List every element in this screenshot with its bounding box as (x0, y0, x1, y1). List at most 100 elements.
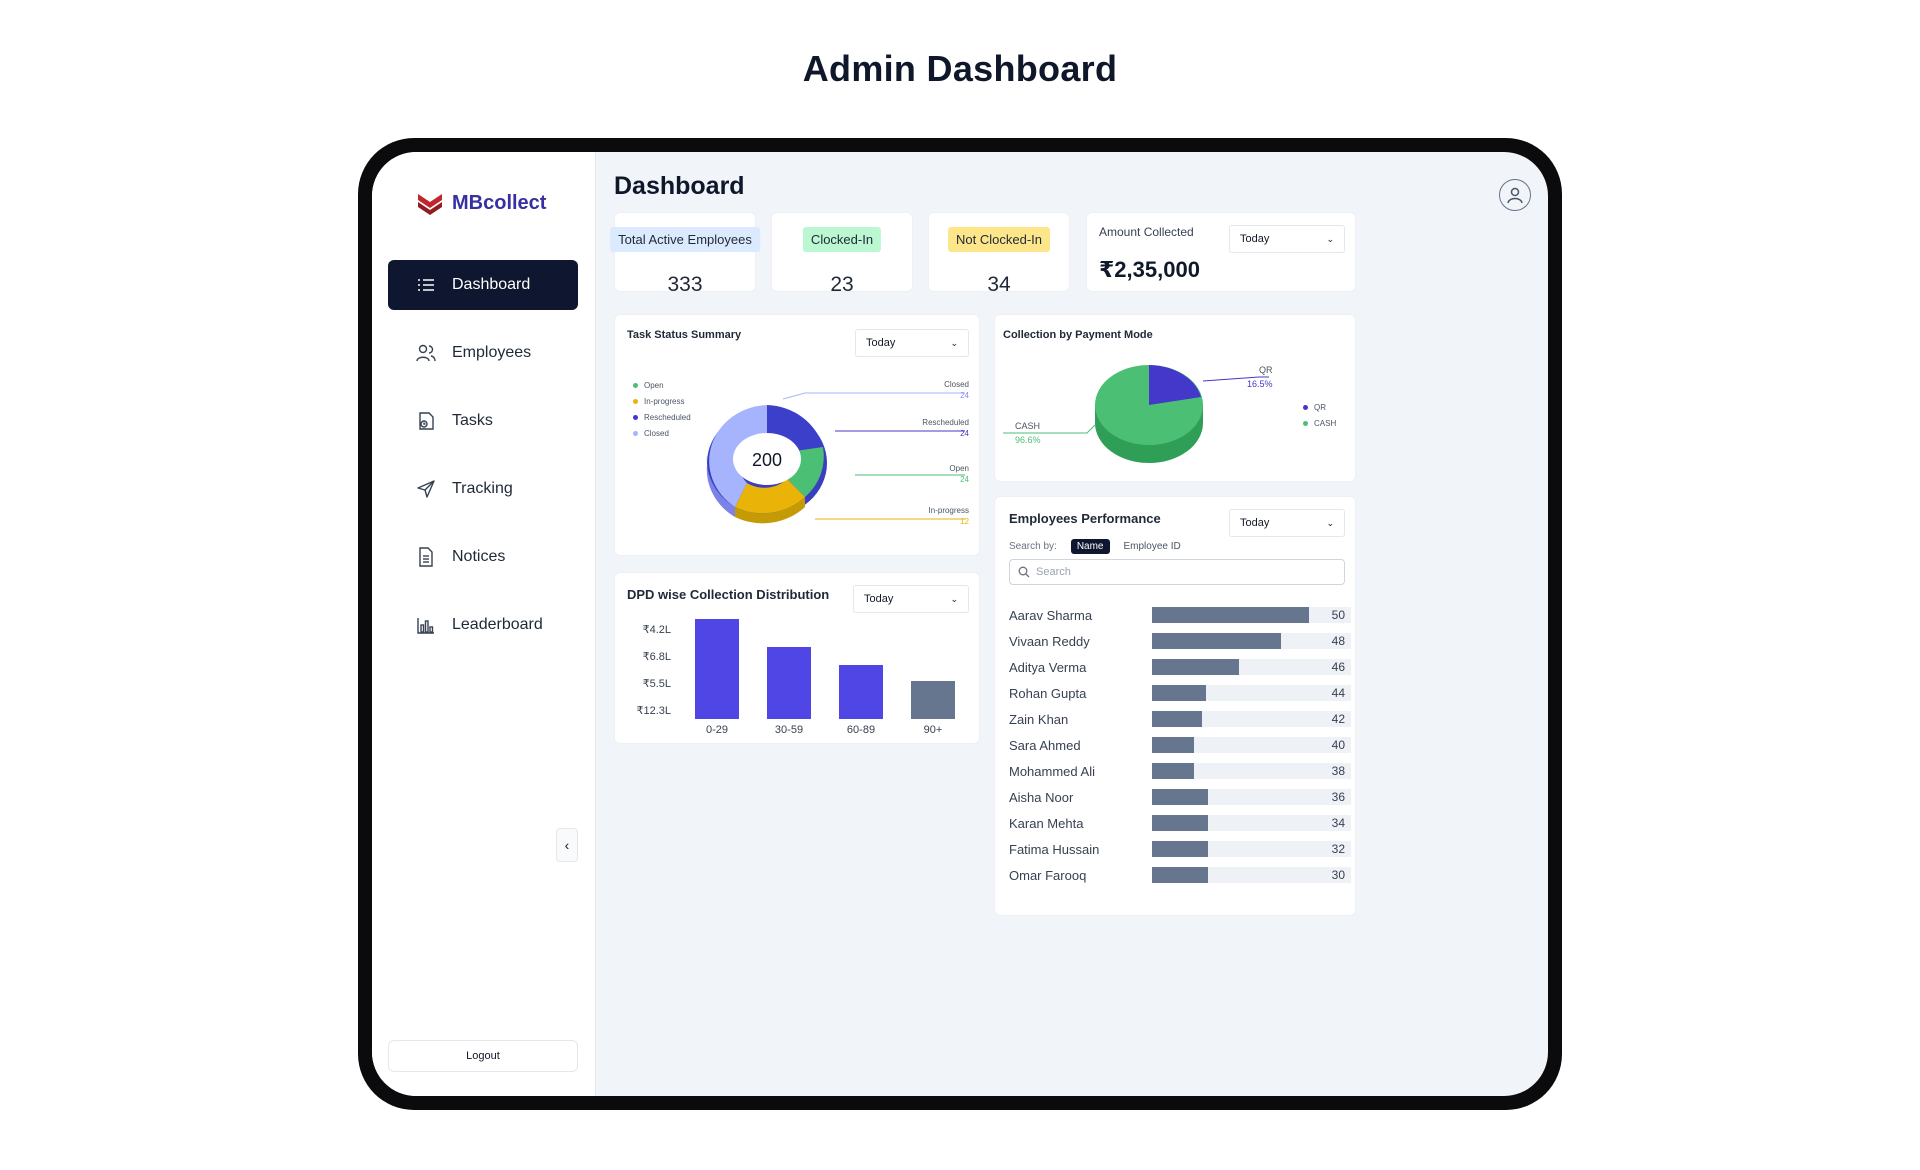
performance-bar (1151, 867, 1208, 883)
performance-bar-track: 46 (1151, 659, 1351, 675)
logout-button[interactable]: Logout (388, 1040, 578, 1072)
legend-item: Closed (633, 425, 691, 441)
bar-0-29 (695, 619, 739, 719)
employee-name: Aarav Sharma (1009, 607, 1093, 623)
card-title: DPD wise Collection Distribution (627, 587, 830, 602)
search-icon (1018, 566, 1030, 578)
performance-score: 36 (1331, 790, 1345, 804)
legend-item: Open (633, 377, 691, 393)
performance-score: 34 (1331, 816, 1345, 830)
performance-row: Rohan Gupta 44 (1009, 683, 1351, 703)
tasks-icon (416, 411, 436, 431)
performance-row: Vivaan Reddy 48 (1009, 631, 1351, 651)
performance-row: Aisha Noor 36 (1009, 787, 1351, 807)
performance-bar-track: 50 (1151, 607, 1351, 623)
performance-row: Aarav Sharma 50 (1009, 605, 1351, 625)
performance-bar (1151, 711, 1202, 727)
sidebar: MBcollect Dashboard Employees Tasks (372, 152, 596, 1096)
collapse-sidebar-button[interactable]: ‹ (556, 828, 578, 862)
dpd-period-select[interactable]: Today ⌄ (853, 585, 969, 613)
select-value: Today (1240, 233, 1270, 245)
logo-text: MBcollect (452, 191, 547, 214)
performance-period-select[interactable]: Today ⌄ (1229, 509, 1345, 537)
performance-bar-track: 38 (1151, 763, 1351, 779)
list-icon (416, 275, 436, 295)
sidebar-item-label: Tracking (452, 480, 513, 497)
search-by-name-option[interactable]: Name (1070, 539, 1110, 554)
card-title: Collection by Payment Mode (1003, 329, 1153, 341)
sidebar-item-employees[interactable]: Employees (388, 328, 578, 378)
performance-row: Aditya Verma 46 (1009, 657, 1351, 677)
employee-name: Sara Ahmed (1009, 737, 1081, 753)
performance-score: 32 (1331, 842, 1345, 856)
performance-row: Fatima Hussain 32 (1009, 839, 1351, 859)
x-tick-label: 90+ (924, 724, 943, 736)
dpd-chart-card: DPD wise Collection Distribution Today ⌄… (614, 572, 980, 744)
sidebar-item-label: Leaderboard (452, 616, 543, 633)
bar-90+ (911, 681, 955, 719)
x-tick-label: 60-89 (847, 724, 875, 736)
task-period-select[interactable]: Today ⌄ (855, 329, 969, 357)
search-by-employee-id-option[interactable]: Employee ID (1123, 541, 1181, 552)
sidebar-item-label: Dashboard (452, 276, 531, 293)
employee-name: Zain Khan (1009, 711, 1069, 727)
sidebar-item-leaderboard[interactable]: Leaderboard (388, 600, 578, 650)
performance-score: 50 (1331, 608, 1345, 622)
bar-60-89 (839, 665, 883, 719)
sidebar-item-tracking[interactable]: Tracking (388, 464, 578, 514)
payment-callout-lines (1003, 376, 1269, 434)
performance-row: Karan Mehta 34 (1009, 813, 1351, 833)
users-icon (416, 343, 436, 363)
performance-bar-track: 44 (1151, 685, 1351, 701)
performance-row: Zain Khan 42 (1009, 709, 1351, 729)
sidebar-item-notices[interactable]: Notices (388, 532, 578, 582)
tablet-screen: MBcollect Dashboard Employees Tasks (372, 152, 1548, 1096)
logo[interactable]: MBcollect (416, 190, 546, 216)
performance-bar-track: 42 (1151, 711, 1351, 727)
callout-qr: QR 16.5% (1247, 365, 1273, 389)
employee-name: Rohan Gupta (1009, 685, 1087, 701)
y-tick-label: ₹4.2L (643, 624, 671, 636)
performance-bar (1151, 607, 1310, 623)
performance-row: Mohammed Ali 38 (1009, 761, 1351, 781)
x-tick-label: 30-59 (775, 724, 803, 736)
y-tick-label: ₹12.3L (636, 705, 671, 717)
performance-row: Omar Farooq 30 (1009, 865, 1351, 885)
performance-row: Sara Ahmed 40 (1009, 735, 1351, 755)
logo-icon (418, 194, 442, 215)
performance-bar (1151, 763, 1194, 779)
search-placeholder: Search (1036, 566, 1071, 578)
bar-30-59 (767, 647, 811, 719)
bar-chart-icon (416, 615, 436, 635)
performance-bar-track: 32 (1151, 841, 1351, 857)
performance-score: 44 (1331, 686, 1345, 700)
task-donut-chart: 200 (706, 405, 827, 524)
performance-bar (1151, 789, 1208, 805)
select-value: Today (864, 593, 894, 605)
payment-legend: QR CASH (1303, 399, 1336, 431)
performance-score: 40 (1331, 738, 1345, 752)
performance-score: 42 (1331, 712, 1345, 726)
document-icon (416, 547, 436, 567)
employee-name: Mohammed Ali (1009, 763, 1095, 779)
sidebar-item-tasks[interactable]: Tasks (388, 396, 578, 446)
sidebar-item-label: Employees (452, 344, 532, 361)
sidebar-nav: Dashboard Employees Tasks Tracking (388, 260, 578, 668)
y-tick-label: ₹5.5L (643, 678, 671, 690)
employees-performance-card: Employees Performance Today ⌄ Search by:… (994, 496, 1356, 916)
legend-item: CASH (1303, 415, 1336, 431)
task-total: 200 (752, 450, 782, 470)
callout-closed: Closed 24 (944, 380, 969, 400)
amount-period-select[interactable]: Today ⌄ (1229, 225, 1345, 253)
user-avatar-icon[interactable] (1499, 179, 1531, 211)
select-value: Today (866, 337, 896, 349)
task-status-card: Task Status Summary Today ⌄ Open In-prog… (614, 314, 980, 556)
send-icon (416, 479, 436, 499)
employee-name: Karan Mehta (1009, 815, 1084, 831)
kpi-value: 23 (830, 273, 854, 296)
amount-label: Amount Collected (1099, 225, 1194, 239)
sidebar-item-dashboard[interactable]: Dashboard (388, 260, 578, 310)
performance-bar (1151, 685, 1206, 701)
payment-mode-card: Collection by Payment Mode QR 16.5% CASH… (994, 314, 1356, 482)
search-input[interactable]: Search (1009, 559, 1345, 585)
